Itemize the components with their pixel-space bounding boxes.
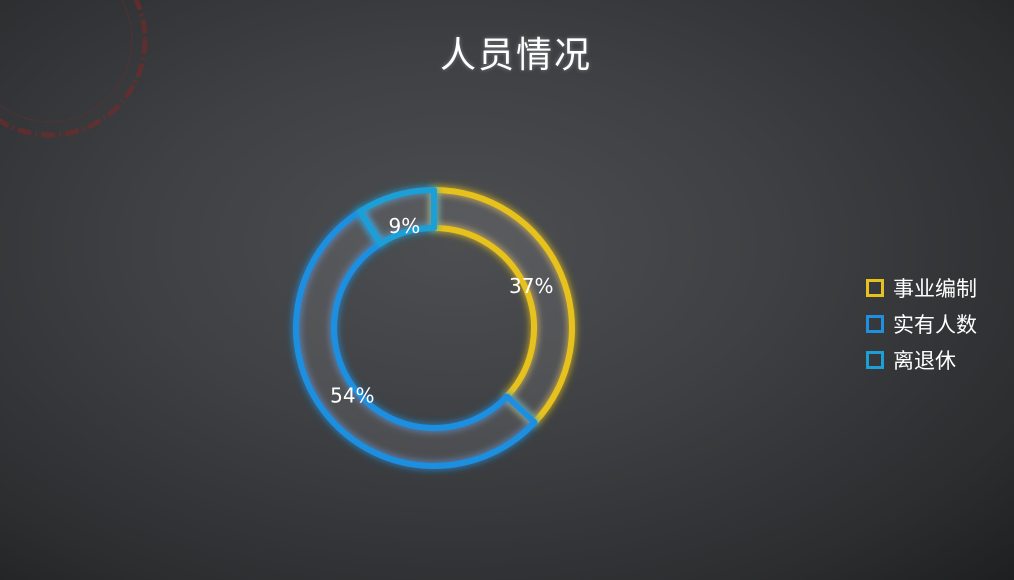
legend-swatch-1 [866, 315, 884, 333]
donut-slice-2[interactable] [357, 187, 437, 247]
legend-swatch-2 [866, 351, 884, 369]
chart-legend: 事业编制 实有人数 离退休 [866, 270, 977, 378]
legend-label-1: 实有人数 [893, 313, 977, 337]
legend-swatch-0 [866, 279, 884, 297]
slice-label-1: 54% [330, 384, 374, 408]
chart-title: 人员情况 [439, 35, 592, 76]
legend-label-2: 离退休 [893, 349, 956, 373]
legend-label-0: 事业编制 [893, 277, 977, 301]
donut-slice-1[interactable] [293, 208, 538, 469]
slice-label-0: 37% [509, 274, 553, 298]
slice-label-2: 9% [389, 214, 421, 238]
legend-item-2[interactable]: 离退休 [866, 342, 977, 378]
donut-slice-0[interactable] [431, 187, 575, 426]
legend-item-0[interactable]: 事业编制 [866, 270, 977, 306]
legend-item-1[interactable]: 实有人数 [866, 306, 977, 342]
